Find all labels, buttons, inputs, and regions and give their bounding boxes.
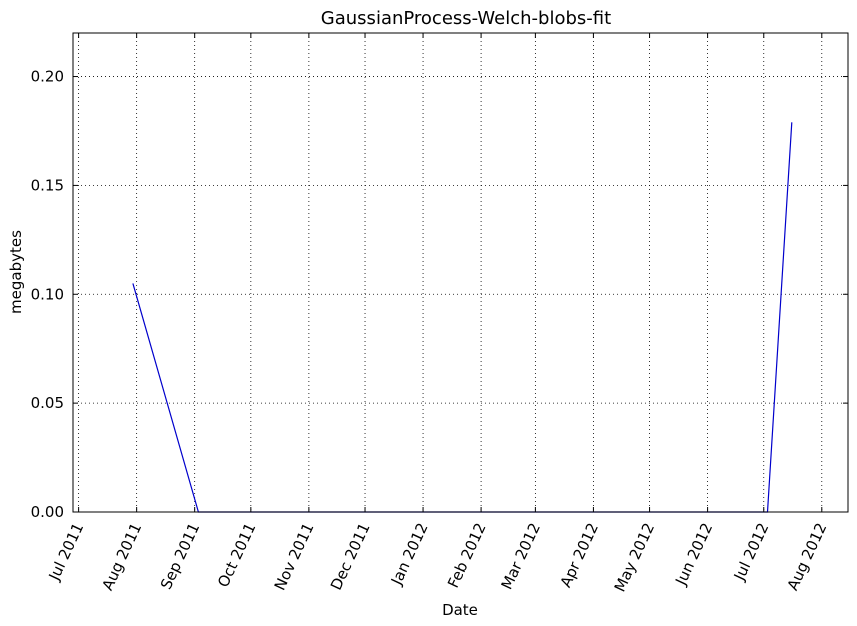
x-tick-label: Jul 2012	[730, 520, 773, 584]
series-layer	[132, 122, 793, 513]
x-tick-label: Aug 2011	[98, 520, 145, 593]
y-tick-label: 0.05	[31, 394, 64, 412]
x-tick-label: Jun 2012	[671, 520, 716, 589]
x-tick-label: Sep 2011	[157, 520, 203, 592]
x-axis-label: Date	[442, 601, 478, 619]
y-tick-label: 0.20	[31, 68, 64, 86]
x-tick-label: Aug 2012	[784, 520, 831, 593]
x-tick-label: May 2012	[611, 520, 659, 595]
y-tick-label: 0.10	[31, 285, 64, 303]
tick-labels-layer: Jul 2011 Aug 2011 Sep 2011 Oct 2011 Nov 2011…	[31, 68, 831, 595]
x-tick-label: Jan 2012	[387, 520, 432, 588]
x-tick-label: Feb 2012	[444, 520, 490, 591]
x-tick-label: Nov 2011	[271, 520, 318, 593]
x-tick-label: Mar 2012	[498, 520, 544, 592]
x-tick-label: Dec 2011	[327, 520, 374, 593]
x-tick-label: Apr 2012	[557, 520, 602, 590]
series-line	[132, 122, 793, 513]
ticks-layer	[73, 33, 848, 513]
chart-title: GaussianProcess-Welch-blobs-fit	[321, 8, 611, 29]
y-tick-label: 0.15	[31, 176, 64, 194]
plot-frame	[72, 32, 849, 513]
x-tick-label: Oct 2011	[214, 520, 259, 590]
y-axis-label: megabytes	[7, 230, 25, 314]
y-tick-label: 0.00	[31, 503, 64, 521]
x-tick-label: Jul 2011	[45, 520, 88, 584]
grid-lines	[73, 33, 848, 513]
